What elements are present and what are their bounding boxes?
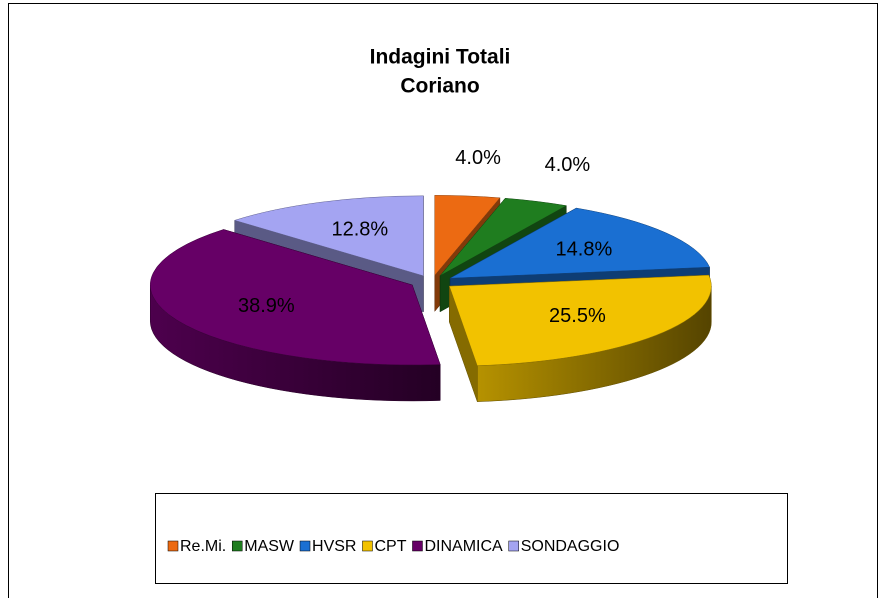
- slice: [448, 274, 712, 366]
- data-label: 14.8%: [556, 238, 613, 260]
- slice: [149, 229, 441, 366]
- legend-label: CPT: [374, 538, 406, 555]
- legend-swatch: [362, 540, 373, 552]
- legend-label: Re.Mi.: [180, 538, 226, 555]
- legend-swatch: [508, 540, 519, 552]
- slice: [434, 195, 501, 277]
- legend-swatch: [299, 540, 311, 552]
- legend-label: HVSR: [312, 538, 356, 555]
- data-label: 4.0%: [455, 147, 501, 169]
- data-label: 38.9%: [238, 295, 295, 317]
- legend-swatch: [412, 540, 423, 552]
- legend-swatch: [231, 540, 243, 552]
- legend-box: [155, 493, 788, 584]
- slice: [439, 198, 568, 276]
- data-label: 25.5%: [549, 305, 606, 327]
- slice: [233, 195, 424, 277]
- legend-label: DINAMICA: [424, 538, 503, 555]
- legend-label: MASW: [244, 538, 295, 555]
- chart-subtitle: Coriano: [400, 75, 479, 98]
- legend-label: SONDAGGIO: [521, 538, 620, 555]
- slice: [449, 207, 711, 279]
- legend-swatch: [167, 540, 179, 552]
- data-label: 4.0%: [545, 154, 591, 176]
- chart-title: Indagini Totali: [370, 46, 511, 69]
- data-label: 12.8%: [331, 218, 388, 240]
